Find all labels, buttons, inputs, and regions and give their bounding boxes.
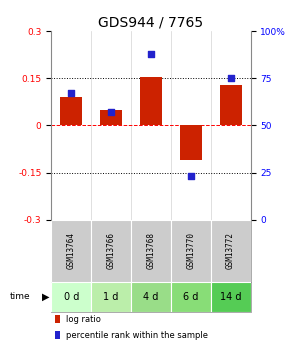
- Bar: [220, 85, 241, 125]
- Text: GSM13768: GSM13768: [146, 232, 155, 269]
- Bar: [171, 220, 211, 282]
- Text: 14 d: 14 d: [220, 292, 241, 302]
- Text: 4 d: 4 d: [143, 292, 159, 302]
- Point: [228, 76, 233, 81]
- Text: percentile rank within the sample: percentile rank within the sample: [66, 331, 208, 339]
- Bar: [171, 282, 211, 312]
- Bar: [140, 77, 162, 125]
- Text: ▶: ▶: [42, 292, 49, 302]
- Bar: [91, 220, 131, 282]
- Text: 6 d: 6 d: [183, 292, 198, 302]
- Bar: [180, 125, 202, 160]
- Bar: [51, 282, 91, 312]
- Bar: [55, 331, 60, 339]
- Text: log ratio: log ratio: [66, 315, 101, 324]
- Point: [149, 51, 153, 57]
- Title: GDS944 / 7765: GDS944 / 7765: [98, 16, 203, 30]
- Bar: [131, 220, 171, 282]
- Point: [109, 109, 113, 115]
- Bar: [100, 110, 122, 125]
- Bar: [60, 97, 82, 125]
- Text: GSM13764: GSM13764: [67, 232, 76, 269]
- Bar: [91, 282, 131, 312]
- Bar: [55, 315, 60, 324]
- Text: 0 d: 0 d: [64, 292, 79, 302]
- Text: GSM13770: GSM13770: [186, 232, 195, 269]
- Text: time: time: [10, 293, 30, 302]
- Bar: [211, 220, 251, 282]
- Text: GSM13766: GSM13766: [107, 232, 115, 269]
- Bar: [51, 220, 91, 282]
- Text: 1 d: 1 d: [103, 292, 119, 302]
- Bar: [211, 282, 251, 312]
- Point: [188, 174, 193, 179]
- Bar: [131, 282, 171, 312]
- Text: GSM13772: GSM13772: [226, 232, 235, 269]
- Point: [69, 90, 74, 96]
